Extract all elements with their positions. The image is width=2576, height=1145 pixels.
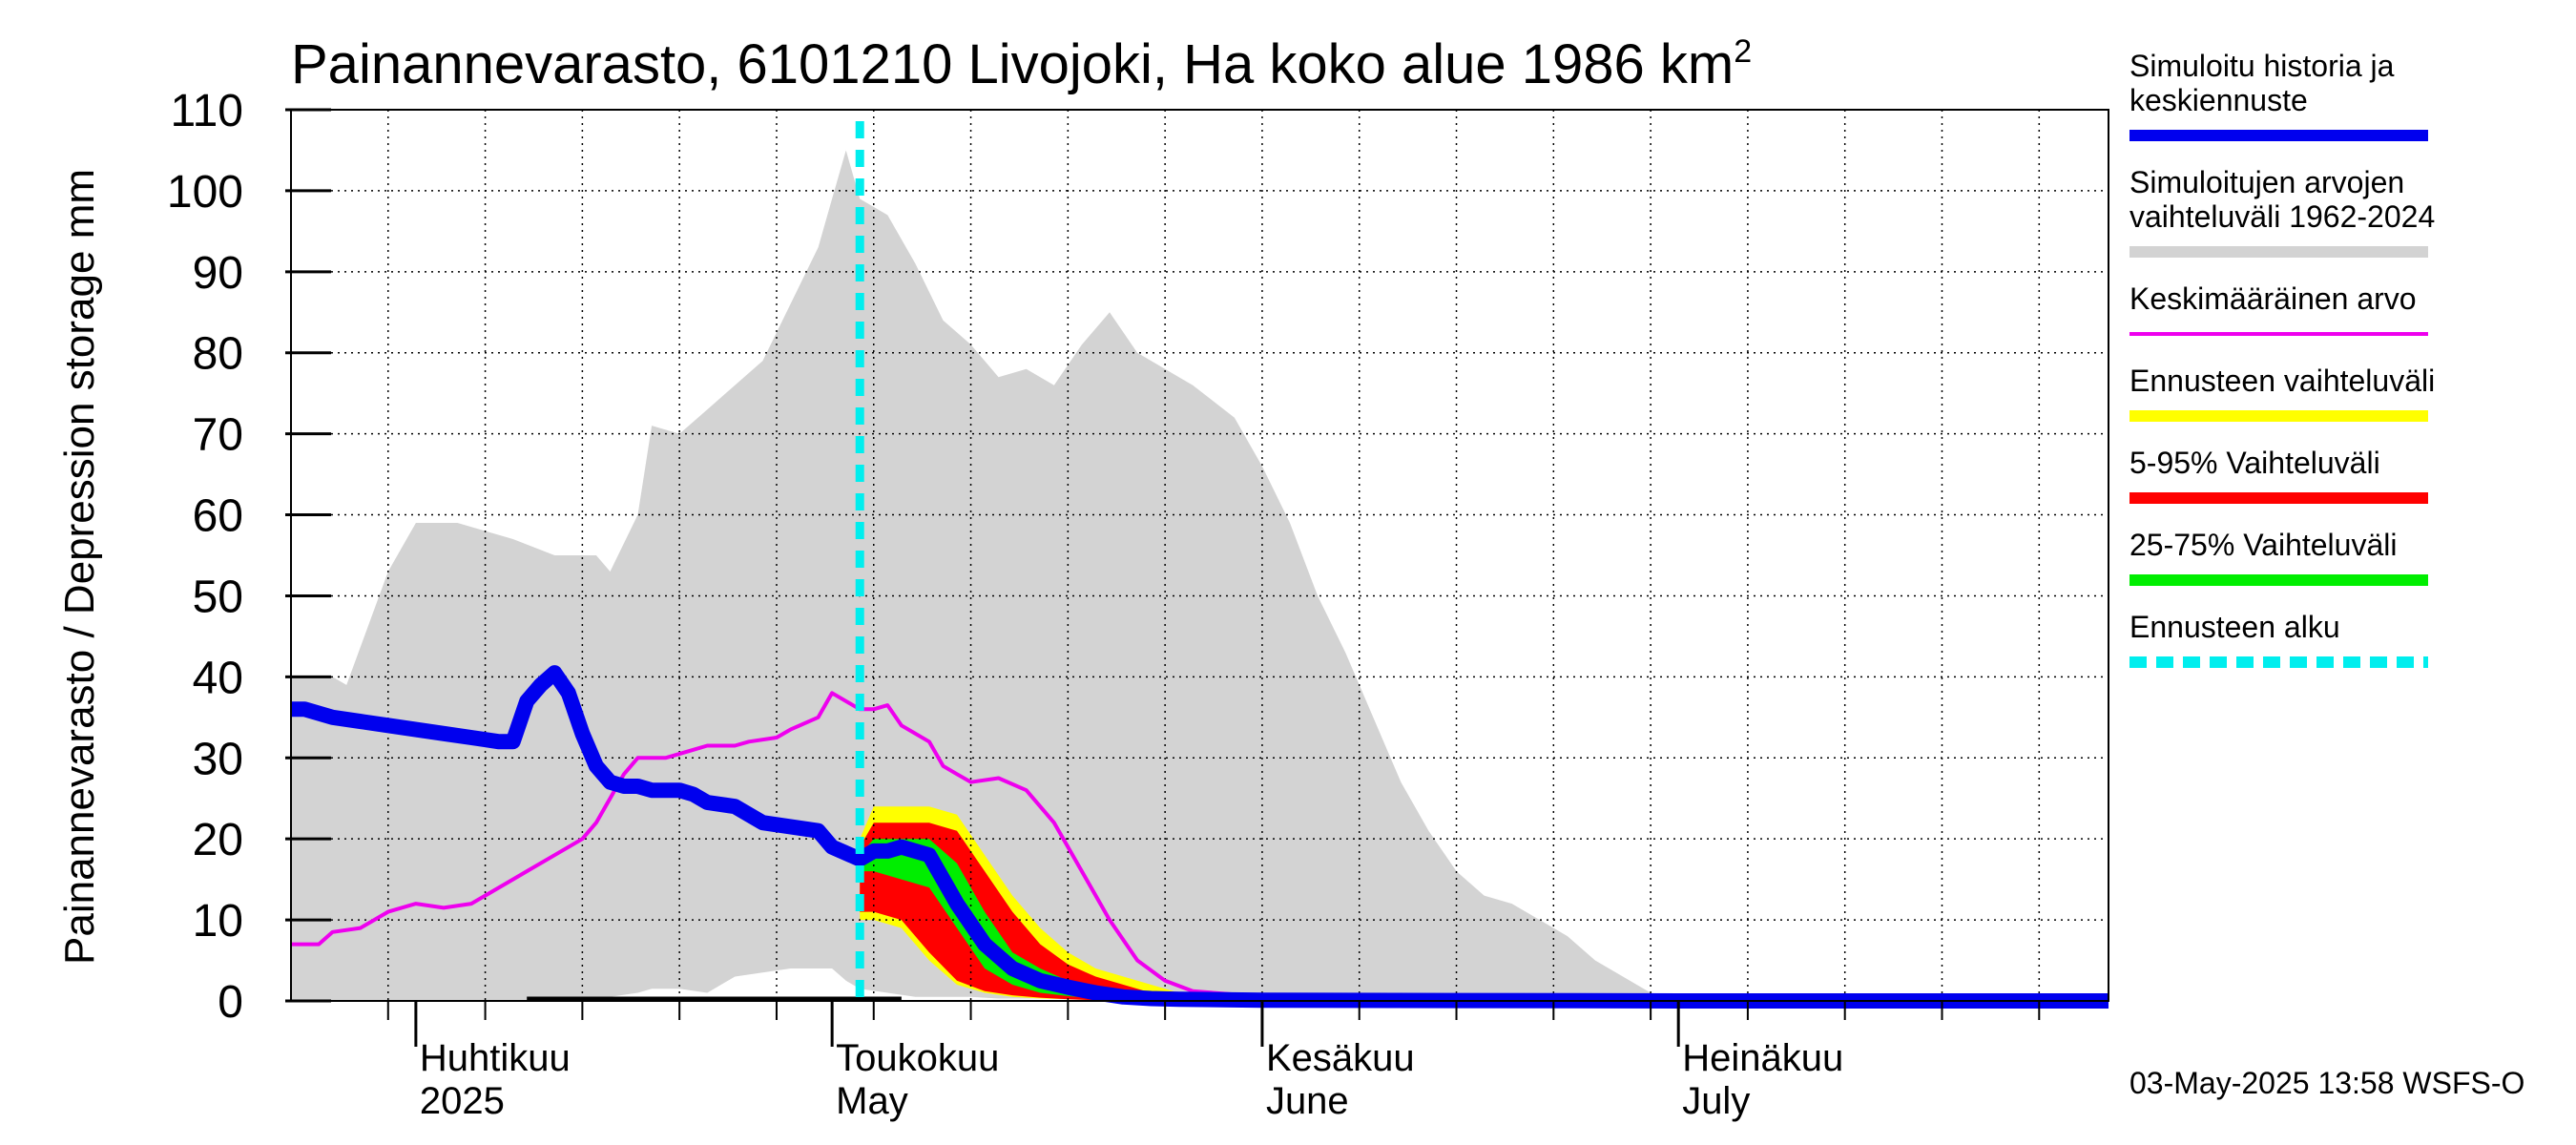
legend-label-4-line-1: Ennusteen vaihteluväli	[2129, 364, 2435, 398]
line-simuloitu-historia-ja-keskiennuste	[291, 665, 2109, 1009]
legend-label-1-line-1: Simuloitu historia ja	[2129, 49, 2395, 83]
x-month-sublabel-june: June	[1266, 1080, 1349, 1122]
legend-label-3-line-1: Keskimääräinen arvo	[2129, 281, 2417, 316]
y-tick-label-110: 110	[170, 86, 243, 136]
legend-label-2-line-1: Simuloitujen arvojen	[2129, 165, 2404, 199]
chart-grid	[291, 109, 2109, 1001]
x-month-label-toukokuu: Toukokuu	[836, 1037, 999, 1079]
chart-title-text: Painannevarasto, 6101210 Livojoki, Ha ko…	[291, 33, 1752, 95]
chart-title: Painannevarasto, 6101210 Livojoki, Ha ko…	[291, 33, 1752, 95]
x-month-sublabel-2025: 2025	[420, 1080, 505, 1122]
y-axis-ticks: 0 10 20 30 40 50 60 70 80 90 100 110	[167, 86, 331, 1028]
chart-bands	[291, 150, 2109, 1001]
legend-label-2-line-2: vaihteluväli 1962-2024	[2129, 199, 2435, 234]
y-tick-label-100: 100	[167, 167, 243, 218]
y-tick-label-50: 50	[193, 572, 243, 622]
x-month-label-kes-kuu: Kesäkuu	[1266, 1037, 1415, 1079]
y-tick-label-30: 30	[193, 734, 243, 784]
legend-label-1-line-2: keskiennuste	[2129, 83, 2308, 117]
y-tick-label-60: 60	[193, 491, 243, 542]
x-month-label-hein-kuu: Heinäkuu	[1682, 1037, 1843, 1079]
y-tick-label-20: 20	[193, 815, 243, 865]
x-month-sublabel-july: July	[1682, 1080, 1750, 1122]
x-month-label-huhtikuu: Huhtikuu	[420, 1037, 571, 1079]
y-axis-label: Painannevarasto / Depression storage mm	[56, 169, 103, 965]
y-tick-label-90: 90	[193, 248, 243, 299]
y-tick-label-10: 10	[193, 896, 243, 947]
legend-label-6-line-1: 25-75% Vaihteluväli	[2129, 528, 2397, 562]
y-tick-label-40: 40	[193, 653, 243, 703]
legend-label-5-line-1: 5-95% Vaihteluväli	[2129, 446, 2380, 480]
y-tick-label-0: 0	[218, 977, 243, 1028]
chart-lines	[291, 121, 2109, 1009]
footer-timestamp: 03-May-2025 13:58 WSFS-O	[2129, 1066, 2524, 1100]
y-tick-label-80: 80	[193, 329, 243, 380]
legend-label-7-line-1: Ennusteen alku	[2129, 610, 2340, 644]
band-25-75-vaihteluv-li	[860, 839, 1096, 999]
band-simuloitujen-arvojen-vaihteluv-li-1962-2024	[291, 150, 2109, 1001]
x-month-sublabel-may: May	[836, 1080, 908, 1122]
y-tick-label-70: 70	[193, 410, 243, 461]
line-keskim-r-inen-arvo	[291, 691, 2109, 998]
